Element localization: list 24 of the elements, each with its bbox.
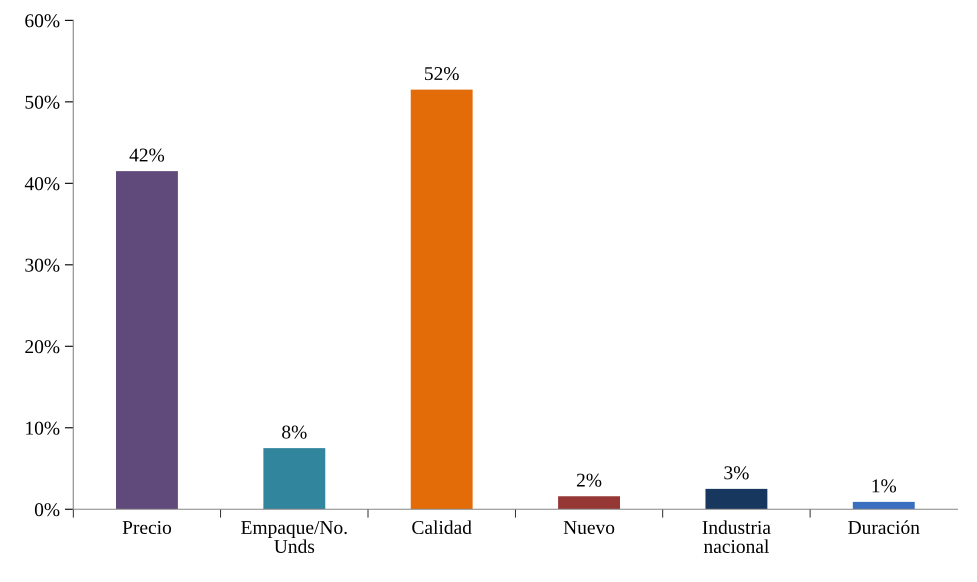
y-tick-label: 60% — [25, 14, 60, 28]
bar — [558, 496, 620, 510]
y-tick-label: 0% — [34, 503, 60, 516]
y-tick-label: 30% — [25, 258, 60, 272]
y-tick-label: 20% — [25, 340, 60, 354]
bar — [116, 171, 178, 510]
x-tick-label: Duración — [848, 520, 920, 534]
x-tick-label: Empaque/No. Unds — [241, 521, 347, 554]
data-label: 52% — [424, 67, 459, 80]
y-tick-label: 50% — [26, 96, 60, 109]
data-label: 3% — [724, 466, 749, 480]
x-tick-label: Calidad — [412, 520, 472, 534]
data-label: 2% — [576, 474, 602, 487]
bar — [263, 448, 326, 510]
data-label: 42% — [130, 148, 164, 162]
y-tick-label: 10% — [26, 422, 60, 435]
data-label: 1% — [872, 479, 896, 492]
bar — [705, 488, 768, 510]
x-tick-label: Industria nacional — [702, 520, 771, 554]
data-label: 8% — [282, 426, 307, 439]
y-tick-label: 40% — [24, 177, 60, 190]
bar — [410, 90, 473, 510]
x-tick-label: Nuevo — [564, 521, 614, 534]
x-tick-label: Precio — [122, 520, 172, 534]
